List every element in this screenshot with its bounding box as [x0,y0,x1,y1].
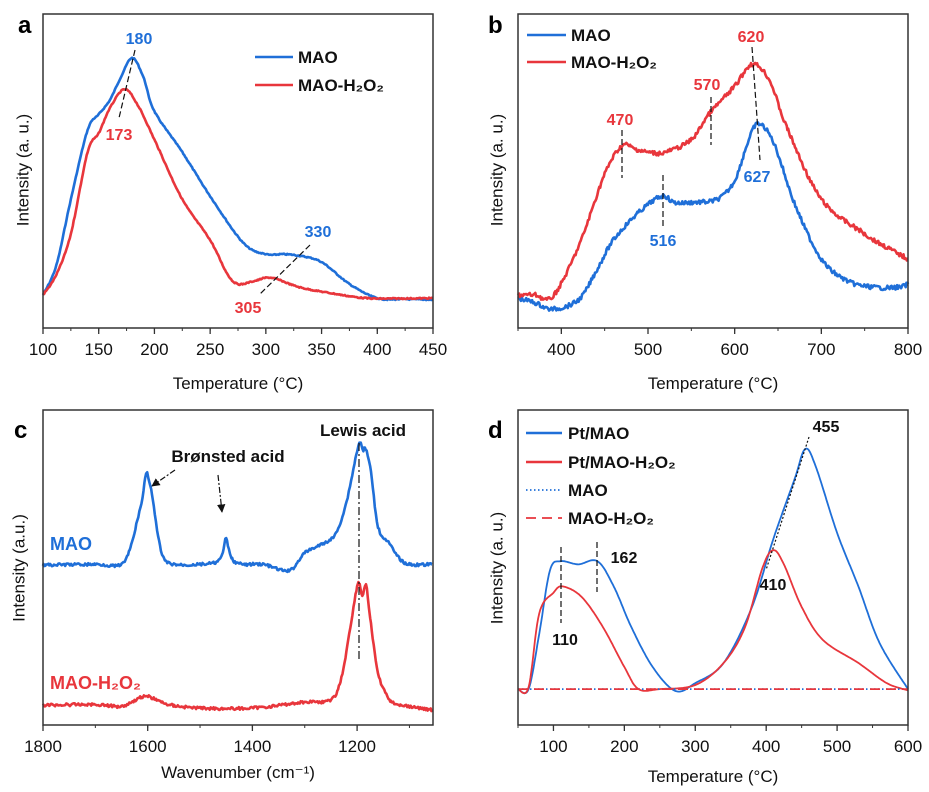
x-tick-label: 200 [610,737,638,756]
peak-label: 173 [106,127,133,144]
x-tick-label: 250 [196,340,224,359]
panel-a: 100 150 200 250 300 350 400 450 Temperature (°C)… [13,12,447,393]
x-tick-label: 1800 [24,737,62,756]
x-axis-label: Temperature (°C) [173,374,304,393]
panel-letter: c [14,417,27,444]
panel-letter: d [488,417,503,444]
x-tick-label: 300 [252,340,280,359]
series-line-d-1 [517,549,909,695]
peak-label: 620 [738,29,765,46]
y-axis-label: Intensity (a. u.) [487,512,506,624]
panel-d: 100 200 300 400 500 600 Temperature (°C) Intens… [487,409,922,786]
plot-frame [517,409,909,726]
panel-letter: b [488,12,503,39]
x-tick-label: 500 [634,340,662,359]
peak-label: 330 [305,224,332,241]
panel-c: 1800 1600 1400 1200 Wavenumber (cm⁻¹) Intensi… [9,409,434,782]
peak-label: 180 [126,31,153,48]
x-tick-label: 400 [547,340,575,359]
arrow-icon [217,474,226,513]
x-axis-label: Wavenumber (cm⁻¹) [161,763,315,782]
peak-label: 162 [611,550,638,567]
x-tick-label: 200 [140,340,168,359]
series-inline-label: MAO [50,534,92,554]
legend-label: Pt/MAO [568,424,629,443]
peak-label: 410 [760,577,787,594]
x-tick-label: 500 [823,737,851,756]
x-tick-label: 600 [894,737,922,756]
x-tick-label: 450 [419,340,447,359]
peak-label: 470 [607,112,634,129]
plot-frame [42,409,434,726]
series-line-c-1 [41,580,434,713]
peak-label: 455 [813,419,840,436]
peak-guide-line [258,244,311,296]
legend-label: MAO-H₂O₂ [298,76,384,95]
x-tick-label: 100 [539,737,567,756]
x-tick-label: 350 [307,340,335,359]
peak-guide-line [765,436,810,571]
legend-label: MAO [571,26,611,45]
x-tick-label: 700 [807,340,835,359]
legend-label: MAO [568,481,608,500]
series-line-a-0 [41,56,434,302]
x-tick-label: 600 [720,340,748,359]
legend-label: MAO-H₂O₂ [571,53,657,72]
legend-label: MAO [298,48,338,67]
peak-label: 110 [552,632,578,649]
peak-guide-line [751,46,761,161]
x-tick-label: 100 [29,340,57,359]
x-axis-label: Temperature (°C) [648,374,779,393]
y-axis-label: Intensity (a. u.) [13,114,32,226]
peak-label: 627 [744,169,771,186]
x-tick-label: 1600 [129,737,167,756]
x-tick-label: 400 [363,340,391,359]
series-line-b-1 [516,61,909,301]
x-tick-label: 300 [681,737,709,756]
x-tick-label: 1400 [233,737,271,756]
peak-label: Lewis acid [320,421,406,440]
x-tick-label: 400 [752,737,780,756]
panel-b: 400 500 600 700 800 Temperature (°C) Intensity… [487,12,922,393]
x-axis-label: Temperature (°C) [648,767,779,786]
series-line-c-0 [41,441,433,574]
legend-label: Pt/MAO-H₂O₂ [568,453,676,472]
panel-letter: a [18,12,32,39]
y-axis-label: Intensity (a. u.) [487,114,506,226]
x-tick-label: 150 [85,340,113,359]
series-inline-label: MAO-H₂O₂ [50,673,141,693]
peak-label: 516 [650,233,677,250]
series-line-a-1 [41,87,434,301]
peak-guide-line [118,49,136,119]
arrow-icon [151,469,176,487]
legend-label: MAO-H₂O₂ [568,509,654,528]
peak-label: Brønsted acid [171,447,284,466]
x-tick-label: 800 [894,340,922,359]
peak-label: 305 [235,300,262,317]
series-line-b-0 [517,121,910,312]
x-tick-label: 1200 [338,737,376,756]
peak-label: 570 [694,77,721,94]
plot-frame [517,13,909,329]
y-axis-label: Intensity (a.u.) [9,514,28,622]
plot-frame [42,13,434,329]
